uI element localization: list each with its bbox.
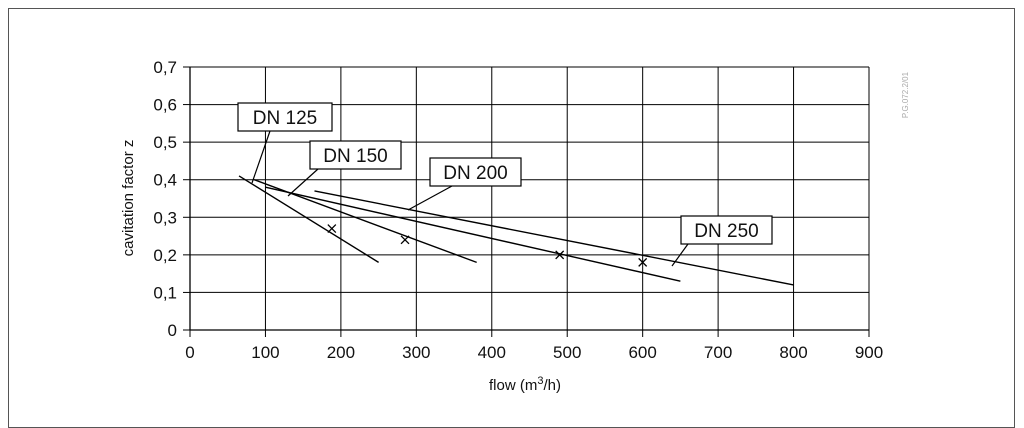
marker-stroke	[555, 250, 565, 260]
x-tick-label: 700	[704, 343, 732, 362]
x-tick-label: 500	[553, 343, 581, 362]
series-marker	[555, 250, 565, 260]
series-label: DN 200	[443, 163, 507, 184]
series-label: DN 250	[694, 221, 758, 242]
y-tick-label: 0,2	[153, 246, 177, 265]
y-tick-label: 0	[168, 321, 177, 340]
x-tick-label: 100	[251, 343, 279, 362]
series-marker	[638, 257, 648, 267]
series-line	[314, 190, 794, 286]
label-leader-line	[251, 130, 271, 184]
x-tick-label: 300	[402, 343, 430, 362]
y-axis-label: cavitation factor z	[120, 140, 137, 257]
series-labels: DN 125 DN 150 DN 200 DN 250	[237, 102, 773, 267]
series-lines	[238, 175, 794, 286]
x-tick-label: 900	[855, 343, 883, 362]
x-tick-label: 0	[185, 343, 194, 362]
label-leader-line	[287, 168, 319, 197]
series-line	[265, 186, 681, 282]
grid	[190, 66, 870, 330]
label-leader-line	[671, 243, 689, 267]
y-tick-label: 0,7	[153, 58, 177, 77]
markers	[327, 224, 648, 267]
y-tick-label: 0,1	[153, 283, 177, 302]
x-tick-label: 200	[327, 343, 355, 362]
series-line	[238, 175, 379, 263]
marker-stroke	[638, 257, 648, 267]
x-axis-label: flow (m3/h)	[489, 375, 561, 394]
series-marker	[327, 224, 337, 234]
reference-code: P.G.072.2/01	[901, 71, 910, 118]
x-tick-label: 800	[779, 343, 807, 362]
series-marker	[400, 235, 410, 245]
y-tick-label: 0,6	[153, 96, 177, 115]
marker-stroke	[327, 224, 337, 234]
series-label-box	[237, 102, 333, 132]
y-tick-label: 0,4	[153, 171, 177, 190]
series-label: DN 150	[323, 146, 387, 167]
cavitation-chart: 0 0,1 0,2 0,3 0,4 0,5 0,6 0,7 0 100 200 300 400 500 60…	[120, 58, 910, 394]
x-tick-label: 600	[628, 343, 656, 362]
series-label: DN 125	[253, 108, 317, 129]
y-tick-label: 0,5	[153, 133, 177, 152]
label-leader-line	[407, 185, 453, 211]
y-tick-label: 0,3	[153, 208, 177, 227]
series-label-box	[680, 215, 773, 245]
marker-stroke	[400, 235, 410, 245]
axes: 0 0,1 0,2 0,3 0,4 0,5 0,6 0,7 0 100 200 300 400 500 60…	[153, 58, 883, 362]
series-label-box	[309, 140, 402, 170]
x-tick-label: 400	[478, 343, 506, 362]
series-label-box	[429, 157, 522, 187]
